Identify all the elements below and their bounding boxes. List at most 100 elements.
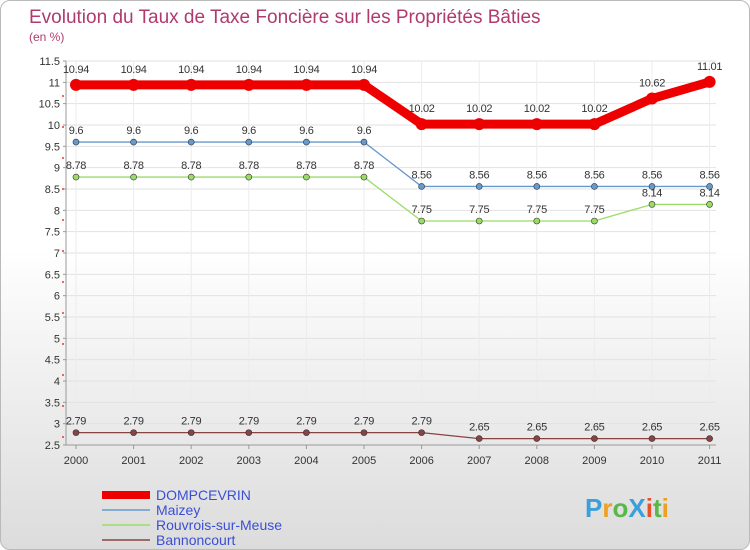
series-line xyxy=(75,176,711,222)
y-tick-label: 10.5 xyxy=(39,99,60,111)
data-point xyxy=(358,78,370,91)
data-label: 7.75 xyxy=(469,204,489,216)
data-point xyxy=(591,183,598,190)
data-label: 10.94 xyxy=(236,64,262,76)
data-label: 9.6 xyxy=(299,125,314,137)
x-tick-label: 2002 xyxy=(179,455,203,467)
data-label: 10.62 xyxy=(639,78,665,90)
data-label: 9.6 xyxy=(69,125,84,137)
x-tick-label: 2006 xyxy=(409,455,433,467)
data-label: 10.02 xyxy=(581,103,607,115)
data-label: 10.94 xyxy=(178,64,204,76)
data-label: 2.79 xyxy=(66,416,86,428)
data-label: 2.79 xyxy=(411,416,431,428)
data-point xyxy=(530,118,543,131)
data-point xyxy=(303,173,310,181)
data-label: 2.65 xyxy=(642,422,662,434)
legend-label: Rouvrois-sur-Meuse xyxy=(156,517,282,533)
legend-label: Maizey xyxy=(156,502,200,518)
data-point xyxy=(418,429,425,436)
series-maizey: 9.6 9.6 9.6 9.6 9.6 9.6 8.56 8.56 8.56 8.56 8.56 8.… xyxy=(69,125,720,190)
data-label: 9.6 xyxy=(126,125,141,137)
data-label: 10.94 xyxy=(351,64,377,76)
x-tick-label: 2007 xyxy=(467,455,491,467)
data-label: 8.78 xyxy=(354,160,374,172)
data-point xyxy=(473,118,486,131)
data-label: 11.01 xyxy=(697,61,722,73)
data-label: 8.56 xyxy=(699,169,719,181)
data-label: 2.65 xyxy=(527,422,547,434)
data-label: 7.75 xyxy=(584,204,604,216)
data-point xyxy=(245,429,253,436)
data-point xyxy=(475,183,483,190)
y-tick-label: 3 xyxy=(54,419,60,431)
data-point xyxy=(300,78,313,91)
data-point xyxy=(591,217,598,225)
x-tick-label: 2009 xyxy=(582,455,606,467)
data-point xyxy=(185,78,198,91)
data-label: 10.94 xyxy=(121,64,147,76)
data-point xyxy=(415,118,428,131)
data-label: 8.78 xyxy=(296,160,316,172)
data-point xyxy=(70,78,82,91)
data-point xyxy=(703,75,716,88)
x-tick-label: 2008 xyxy=(525,455,549,467)
data-point xyxy=(187,173,195,181)
data-point xyxy=(706,435,713,442)
series-bannoncourt: 2.79 2.79 2.79 2.79 2.79 2.79 2.79 2.65 2.65 2.65… xyxy=(66,416,720,442)
y-tick-label: 8.5 xyxy=(45,184,60,196)
data-label: 2.79 xyxy=(354,416,374,428)
y-tick-label: 10 xyxy=(48,120,60,132)
y-tick-label: 7.5 xyxy=(45,227,60,239)
y-tick-label: 7 xyxy=(54,248,60,260)
data-label: 2.65 xyxy=(469,422,489,434)
series-dompcevrin: 10.94 10.94 10.94 10.94 10.94 10.94 10.02 10.02… xyxy=(63,61,723,131)
y-tick-label: 3.5 xyxy=(45,397,60,409)
data-label: 8.56 xyxy=(411,169,431,181)
x-tick-label: 2003 xyxy=(237,455,261,467)
data-point xyxy=(242,78,255,91)
x-tick-label: 2001 xyxy=(121,455,145,467)
y-tick-label: 8 xyxy=(54,205,60,217)
y-tick-label: 9.5 xyxy=(45,141,60,153)
data-label: 10.94 xyxy=(293,64,319,76)
data-label: 9.6 xyxy=(184,125,199,137)
data-point xyxy=(127,78,140,91)
data-label: 9.6 xyxy=(242,125,257,137)
data-point xyxy=(187,429,195,436)
data-label: 2.79 xyxy=(296,416,316,428)
data-label: 8.14 xyxy=(642,187,662,199)
y-tick-label: 4 xyxy=(54,376,60,388)
x-tick-label: 2005 xyxy=(352,455,376,467)
x-tick-label: 2011 xyxy=(698,455,722,467)
y-tick-label: 6 xyxy=(54,291,60,303)
data-point xyxy=(533,435,541,442)
data-label: 10.02 xyxy=(409,103,435,115)
data-label: 2.79 xyxy=(181,416,201,428)
chart-title: Evolution du Taux de Taxe Foncière sur l… xyxy=(29,7,541,28)
data-label: 8.78 xyxy=(66,160,86,172)
svg-text:ProXiti: ProXiti xyxy=(585,493,669,523)
proxiti-logo: ProXiti xyxy=(585,493,669,523)
gridlines xyxy=(66,60,716,446)
data-point xyxy=(646,92,658,105)
data-point xyxy=(303,429,310,436)
data-point xyxy=(130,173,137,181)
data-label: 10.94 xyxy=(63,64,89,76)
data-point xyxy=(72,138,80,146)
legend: DOMPCEVRINMaizeyRouvrois-sur-MeuseBannon… xyxy=(102,487,282,548)
x-tick-label: 2010 xyxy=(640,455,664,467)
data-label: 10.02 xyxy=(524,103,550,115)
data-point xyxy=(245,173,253,181)
x-tick-label: 2004 xyxy=(294,455,318,467)
data-label: 8.78 xyxy=(239,160,259,172)
y-tick-label: 9 xyxy=(54,163,60,175)
data-label: 9.6 xyxy=(357,125,372,137)
data-point xyxy=(648,435,656,442)
data-point xyxy=(72,173,80,181)
data-point xyxy=(418,183,425,190)
series-rouvrois-sur-meuse: 8.78 8.78 8.78 8.78 8.78 8.78 7.75 7.75 7.75 7.75… xyxy=(66,160,720,225)
data-label: 7.75 xyxy=(411,204,431,216)
data-point xyxy=(72,429,80,436)
